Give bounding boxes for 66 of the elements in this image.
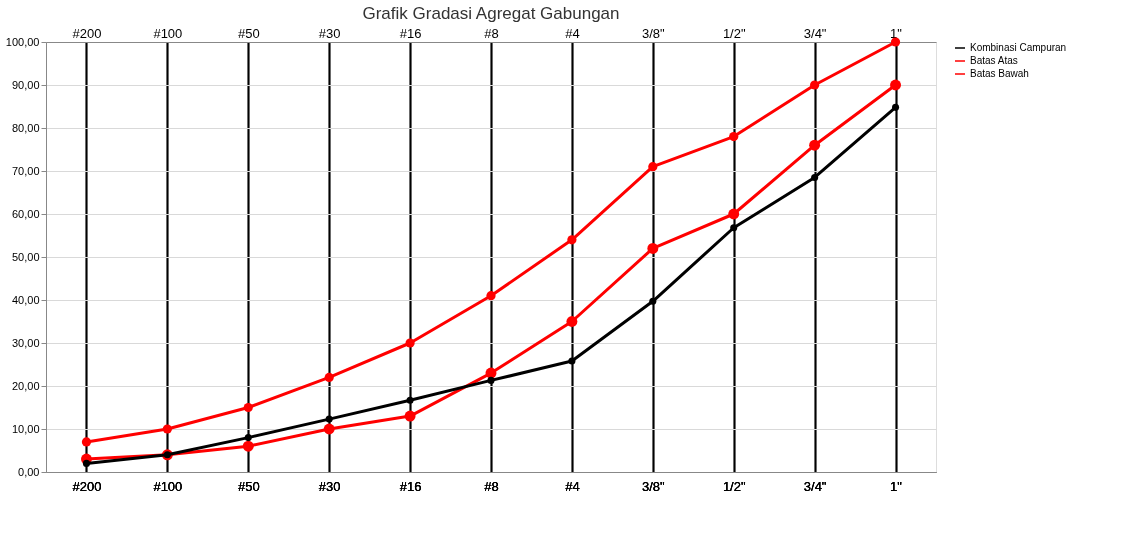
point (647, 242, 659, 254)
y-tick-label: 100,00 (5, 35, 40, 48)
point (648, 162, 658, 172)
category-label: 1/2" (722, 478, 746, 494)
x-tick-label: 3/4" (803, 25, 827, 41)
point (323, 423, 335, 435)
category-label: #4 (565, 478, 580, 494)
y-tick-label: 40,00 (11, 293, 40, 306)
point (568, 357, 576, 365)
legend-label: Kombinasi Campuran (970, 42, 1067, 53)
y-tick-label: 90,00 (11, 78, 40, 91)
point (324, 372, 334, 382)
x-tick-label: 1" (890, 25, 903, 41)
point (649, 297, 657, 305)
x-tick-label: #50 (237, 25, 260, 41)
category-label: 1" (890, 478, 902, 494)
point (566, 316, 578, 327)
category-label: #100 (153, 478, 183, 494)
y-tick-label: 0,00 (18, 465, 40, 478)
point (890, 79, 902, 91)
point (405, 338, 415, 348)
category-label: #8 (484, 478, 499, 494)
point (81, 437, 92, 447)
y-tick-label: 80,00 (11, 121, 40, 134)
y-tick-label: 30,00 (11, 336, 40, 349)
x-tick-label: 1/2" (722, 25, 746, 41)
point (244, 434, 252, 442)
category-label: #50 (237, 478, 260, 494)
point (486, 291, 496, 301)
category-label: 3/8" (641, 478, 665, 494)
category-label: #16 (399, 478, 422, 494)
category-label: 3/4" (803, 478, 827, 494)
point (406, 396, 414, 404)
y-tick-label: 50,00 (11, 250, 40, 263)
x-tick-label: #4 (565, 25, 580, 41)
x-tick-label: #100 (153, 25, 183, 41)
point (82, 459, 90, 467)
point (811, 173, 819, 181)
point (162, 424, 172, 434)
point (567, 235, 577, 245)
y-tick-label: 10,00 (11, 422, 40, 435)
chart-title: Grafik Gradasi Agregat Gabungan (362, 4, 620, 23)
y-tick-label: 70,00 (11, 164, 40, 177)
category-label: #30 (318, 478, 341, 494)
point (728, 208, 740, 220)
point (810, 80, 820, 90)
point (243, 402, 253, 413)
point (729, 132, 739, 142)
y-tick-label: 20,00 (11, 379, 40, 392)
point (730, 224, 738, 232)
x-tick-label: #16 (399, 25, 422, 41)
legend-label: Batas Atas (970, 55, 1018, 66)
y-tick-label: 60,00 (11, 207, 40, 220)
x-tick-label: 3/8" (641, 25, 666, 41)
point (325, 415, 333, 423)
point (890, 37, 901, 47)
x-tick-label: #8 (484, 25, 499, 41)
category-label: #200 (72, 478, 102, 494)
x-tick-label: #200 (72, 25, 102, 41)
x-tick-label: #30 (318, 25, 341, 41)
legend-label: Batas Bawah (970, 68, 1029, 79)
point (809, 139, 821, 151)
point (892, 103, 900, 111)
point (487, 376, 495, 384)
point (242, 440, 254, 452)
point (404, 410, 416, 422)
